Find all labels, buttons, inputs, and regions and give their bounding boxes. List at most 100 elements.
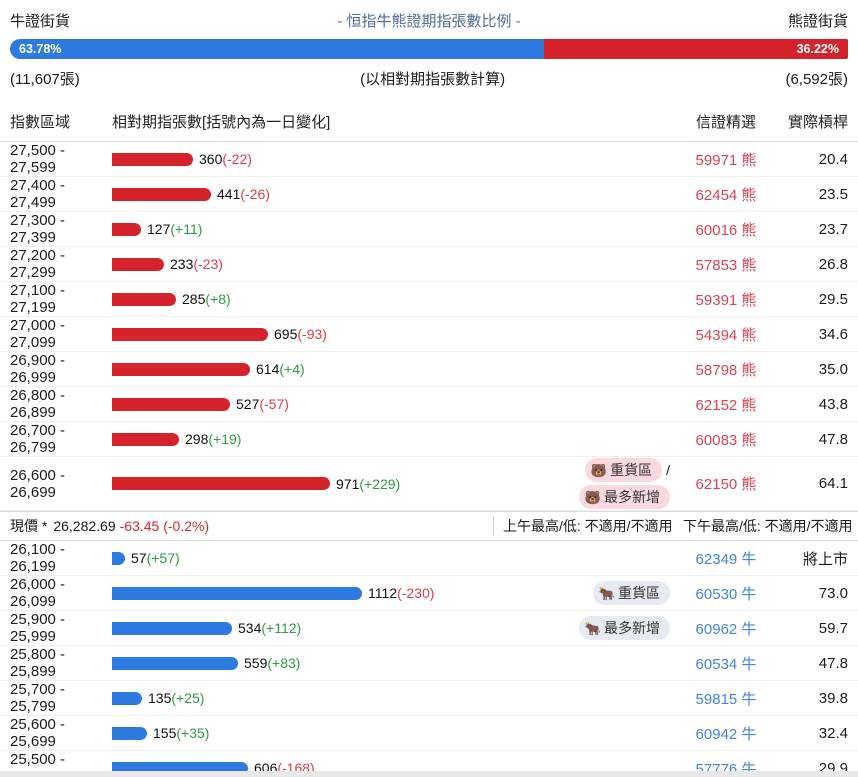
bear-badge: 🐻 重貨區 [584, 458, 663, 482]
bear-volume-bar [112, 257, 164, 271]
table-row: 27,200 - 27,299 233(-23) 57853 熊 26.8 [0, 247, 858, 282]
bear-volume-bar [112, 477, 330, 490]
badge-group: 🐂 最多新增 [578, 616, 676, 640]
bull-volume-bar [112, 726, 147, 740]
bottom-scroll-strip[interactable] [0, 771, 858, 777]
day-change: (-23) [193, 256, 223, 272]
effective-leverage: 64.1 [818, 475, 848, 492]
day-change: (-230) [397, 585, 435, 601]
day-change: (-93) [297, 326, 327, 342]
bull-badge: 🐂 最多新增 [578, 616, 670, 640]
volume-value: 441(-26) [217, 186, 270, 202]
warrant-code-link[interactable]: 60962 牛 [695, 620, 757, 638]
index-range: 27,100 - 27,199 [10, 282, 66, 316]
bear-volume-bar [112, 362, 250, 376]
warrant-code-link[interactable]: 58798 熊 [695, 361, 757, 379]
volume-bar-cell: 534(+112) 🐂 最多新增 [112, 616, 676, 640]
volume-value: 285(+8) [182, 291, 231, 307]
warrant-code-cell: 62150 熊 [676, 473, 776, 494]
effective-leverage: 47.8 [818, 430, 848, 448]
table-row: 26,000 - 26,099 1112(-230) 🐂 重貨區 60530 牛 73.0 [0, 576, 858, 611]
bull-volume-bar [112, 586, 362, 600]
effective-leverage: 73.0 [818, 584, 848, 602]
volume-value: 527(-57) [236, 396, 289, 412]
effective-leverage: 23.5 [818, 185, 848, 203]
warrant-code-link[interactable]: 57853 熊 [695, 256, 757, 274]
day-change: (+112) [261, 620, 302, 636]
warrant-code-cell: 60534 牛 [676, 653, 776, 674]
index-range: 27,200 - 27,299 [10, 247, 66, 281]
badge-label: 重貨區 [610, 462, 653, 478]
effective-leverage: 34.6 [818, 325, 848, 343]
warrant-code-link[interactable]: 62152 熊 [695, 396, 757, 414]
warrant-code-link[interactable]: 54394 熊 [695, 326, 757, 344]
bull-ratio-segment: 63.78% [10, 39, 545, 59]
bull-badge: 🐂 重貨區 [592, 581, 670, 605]
bear-icon: 🐻 [590, 462, 608, 478]
volume-bar-cell: 233(-23) [112, 256, 676, 272]
index-range: 26,100 - 26,199 [10, 541, 66, 575]
warrant-code-link[interactable]: 59815 牛 [695, 690, 757, 708]
volume-value: 233(-23) [170, 256, 223, 272]
volume-value: 155(+35) [153, 725, 210, 741]
table-row: 25,900 - 25,999 534(+112) 🐂 最多新增 60962 牛 59.7 [0, 611, 858, 646]
index-range: 27,300 - 27,399 [10, 212, 66, 246]
bull-volume-bar [112, 551, 125, 565]
warrant-code-cell: 57853 熊 [676, 254, 776, 275]
volume-bar-cell: 135(+25) [112, 690, 676, 706]
header-picks: 信證精選 [695, 114, 756, 131]
effective-leverage: 39.8 [818, 689, 848, 707]
effective-leverage: 47.8 [818, 654, 848, 672]
volume-bar-cell: 614(+4) [112, 361, 676, 377]
warrant-code-link[interactable]: 60016 熊 [695, 221, 757, 239]
day-change: (+11) [170, 221, 203, 237]
badge-line: 🐻 重貨區 / [584, 458, 670, 482]
warrant-code-cell: 60016 熊 [676, 219, 776, 240]
effective-leverage: 29.5 [818, 290, 848, 308]
bear-volume-bar [112, 152, 193, 166]
volume-bar-cell: 155(+35) [112, 725, 676, 741]
index-range: 27,000 - 27,099 [10, 317, 66, 351]
bull-icon: 🐂 [584, 620, 601, 636]
warrant-code-cell: 59971 熊 [676, 149, 776, 170]
warrant-code-link[interactable]: 60942 牛 [695, 725, 757, 743]
warrant-code-link[interactable]: 60534 牛 [695, 655, 757, 673]
warrant-code-link[interactable]: 59971 熊 [695, 151, 757, 169]
warrant-code-link[interactable]: 62150 熊 [695, 476, 757, 493]
index-range: 26,700 - 26,799 [10, 422, 66, 456]
calculation-note: (以相對期指張數計算) [360, 71, 506, 88]
day-change: (+25) [171, 690, 205, 706]
bull-volume-bar [112, 691, 142, 705]
volume-bar-cell: 57(+57) [112, 550, 676, 566]
warrant-code-link[interactable]: 60530 牛 [695, 585, 757, 603]
volume-value: 971(+229) [336, 475, 401, 492]
volume-value: 1112(-230) [368, 585, 435, 601]
day-change: (+8) [205, 291, 231, 307]
day-change: (-26) [240, 186, 270, 202]
effective-leverage: 59.7 [818, 619, 848, 637]
table-row: 25,800 - 25,899 559(+83) 60534 牛 47.8 [0, 646, 858, 681]
volume-bar-cell: 1112(-230) 🐂 重貨區 [112, 581, 676, 605]
bear-volume-bar [112, 327, 268, 341]
am-high-low: 上午最高/低: 不適用/不適用 [493, 516, 683, 536]
volume-bar-cell: 285(+8) [112, 291, 676, 307]
warrant-code-cell: 60942 牛 [676, 723, 776, 744]
warrant-code-link[interactable]: 62454 熊 [695, 186, 757, 204]
volume-bar-cell: 527(-57) [112, 396, 676, 412]
volume-bar-cell: 360(-22) [112, 151, 676, 167]
warrant-code-link[interactable]: 62349 牛 [695, 550, 757, 568]
bear-volume-bar [112, 397, 230, 411]
warrant-code-cell: 60962 牛 [676, 618, 776, 639]
header-leverage: 實際槓桿 [787, 114, 848, 131]
volume-value: 360(-22) [199, 151, 252, 167]
header-relative-volume: 相對期指張數[括號內為一日變化] [112, 114, 331, 131]
warrant-code-cell: 54394 熊 [676, 324, 776, 345]
warrant-code-link[interactable]: 59391 熊 [695, 291, 757, 309]
warrant-code-link[interactable]: 60083 熊 [695, 431, 757, 449]
current-price-value: 26,282.69 [53, 518, 116, 534]
day-change: (-57) [259, 396, 289, 412]
table-row: 27,500 - 27,599 360(-22) 59971 熊 20.4 [0, 142, 858, 177]
page-title: - 恒指牛熊證期指張數比例 - [337, 13, 521, 30]
table-row: 27,300 - 27,399 127(+11) 60016 熊 23.7 [0, 212, 858, 247]
badge-label: 最多新增 [604, 489, 660, 505]
